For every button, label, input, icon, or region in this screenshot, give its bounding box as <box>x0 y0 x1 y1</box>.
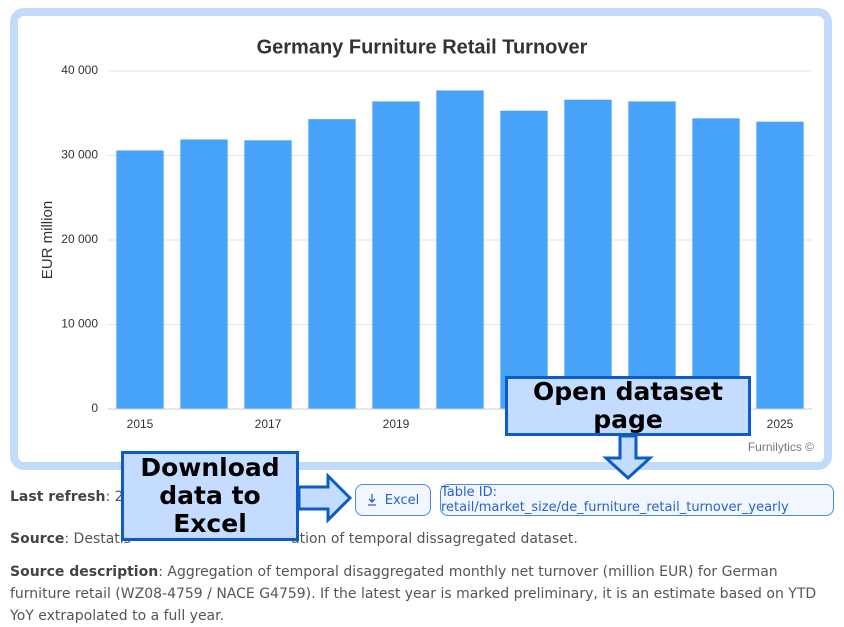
callout: Download data to Excel <box>121 451 299 541</box>
callout: Open dataset page <box>505 376 751 436</box>
excel-button[interactable]: Excel <box>355 484 431 516</box>
label: Source <box>10 531 65 547</box>
bar <box>692 118 740 409</box>
bar <box>500 110 548 409</box>
value: Destatis <box>73 531 131 547</box>
y-tick-label: 10 000 <box>61 317 98 331</box>
y-tick-label: 20 000 <box>61 232 98 246</box>
table-id-button[interactable]: Table ID: retail/market_size/de_furnitur… <box>440 484 834 516</box>
x-tick-label: 2025 <box>767 417 794 431</box>
label: Last refresh <box>10 489 106 505</box>
source-tail: ation of temporal dissagregated dataset. <box>291 531 578 547</box>
bar <box>436 90 484 409</box>
bar <box>372 101 420 410</box>
bar <box>564 99 612 409</box>
x-tick-label: 2017 <box>255 417 282 431</box>
button-text: Table ID: retail/market_size/de_furnitur… <box>441 485 789 515</box>
source: Source: Destatis <box>10 531 131 547</box>
chart-title: Germany Furniture Retail Turnover <box>257 36 588 58</box>
arrow-right <box>297 472 353 524</box>
bar <box>308 119 356 409</box>
bar <box>244 140 292 410</box>
y-tick-label: 0 <box>91 401 98 415</box>
bar <box>628 101 676 410</box>
chart: Germany Furniture Retail Turnover EUR mi… <box>39 36 814 454</box>
bar <box>756 121 804 409</box>
bar <box>116 150 164 409</box>
value: Aggregation of temporal disaggregated mo… <box>10 564 817 624</box>
download-icon <box>367 494 376 506</box>
source-description: Source description: Aggregation of tempo… <box>10 564 817 624</box>
y-tick-label: 40 000 <box>61 63 98 77</box>
button-text: Excel <box>384 492 420 508</box>
label: Source description <box>10 564 159 580</box>
y-tick-label: 30 000 <box>61 148 98 162</box>
x-tick-label: 2019 <box>383 417 410 431</box>
x-tick-label: 2015 <box>127 417 154 431</box>
credit: Furnilytics © <box>748 440 814 454</box>
y-axis-label: EUR million <box>39 201 56 279</box>
bar <box>180 139 228 409</box>
